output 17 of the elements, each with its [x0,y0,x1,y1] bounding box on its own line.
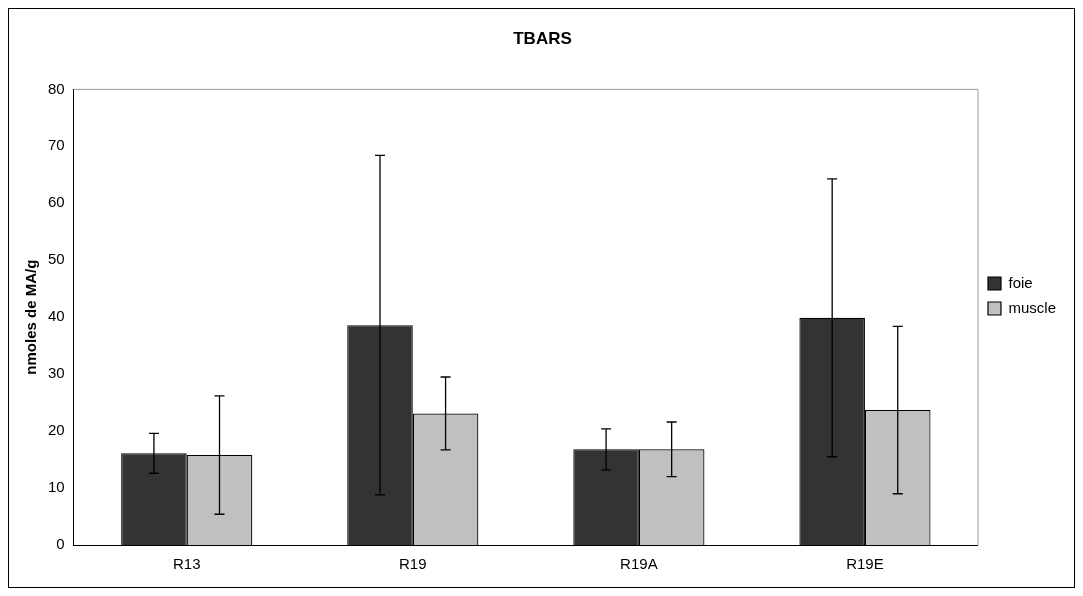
y-tick-label: 10 [48,478,65,496]
y-tick-label: 50 [48,250,65,268]
legend-label: muscle [1008,298,1056,316]
x-tick-label: R13 [172,555,201,573]
y-tick-label: 30 [48,364,65,382]
chart-title: TBARS [513,28,572,48]
y-tick-label: 80 [48,79,65,97]
y-tick-label: 40 [48,307,65,325]
y-tick-label: 20 [48,421,65,439]
x-tick-label: R19 [399,555,427,573]
x-tick-label: R19A [620,555,658,573]
y-tick-label: 70 [48,136,65,154]
y-axis-title: nmoles de MA/g [22,259,40,375]
y-tick-label: 0 [56,535,65,553]
legend-label: foie [1008,273,1033,291]
y-tick-label: 60 [48,193,65,211]
x-tick-label: R19E [846,555,884,573]
